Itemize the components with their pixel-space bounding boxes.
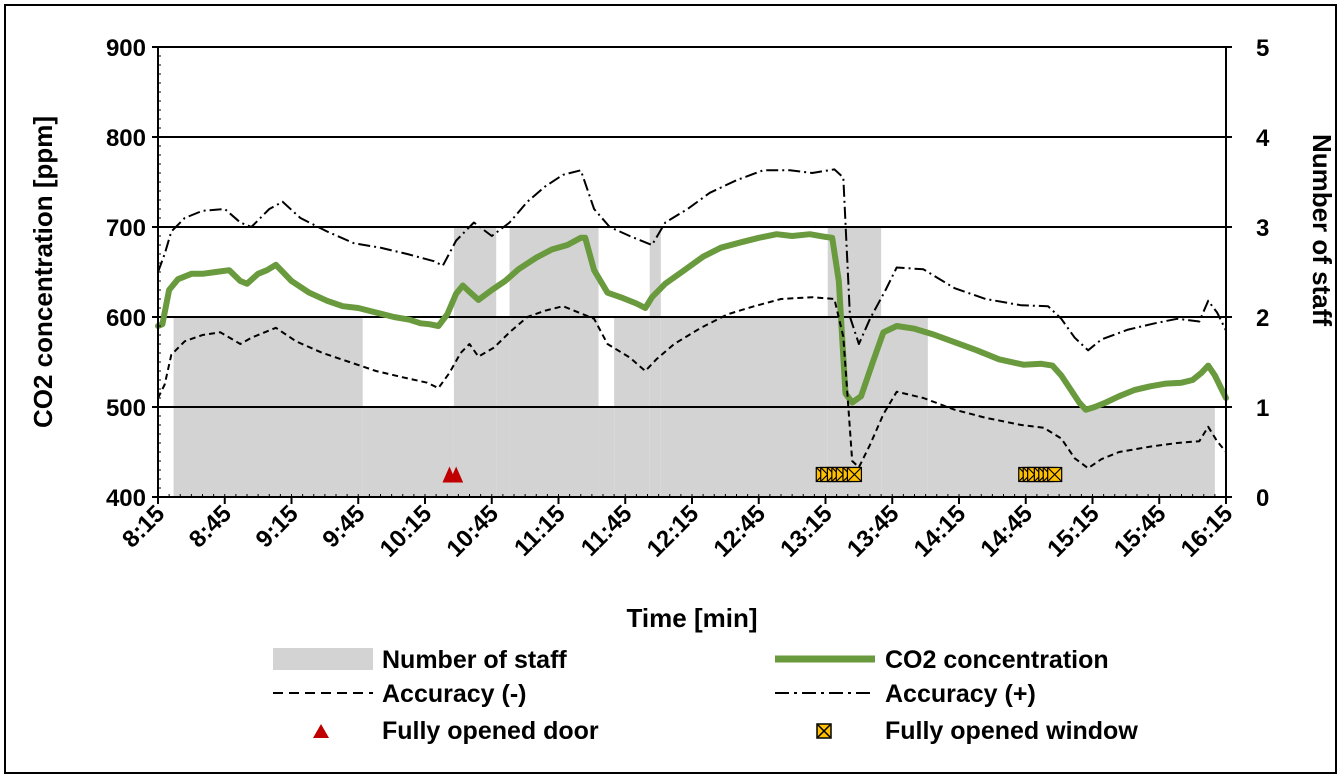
y-axis-left-title: CO2 concentration [ppm]: [28, 116, 58, 428]
x-tick-label: 10:15: [375, 500, 438, 563]
x-tick-label: 11:45: [576, 500, 638, 562]
x-tick-label: 9:15: [251, 500, 304, 553]
gridlines: [158, 136, 1226, 408]
x-tick-label: 13:15: [775, 500, 838, 563]
y-right-tick-label: 3: [1256, 215, 1269, 242]
accuracy-plus-line: [157, 168, 1227, 352]
x-tick-label: 8:45: [184, 500, 237, 553]
x-tick-label: 12:45: [708, 500, 771, 563]
staff-bar: [453, 227, 497, 497]
legend-label-door: Fully opened door: [382, 717, 599, 745]
y-left-tick-label: 500: [106, 395, 146, 422]
accuracy-minus-line: [157, 296, 1227, 470]
y-right-tick-label: 5: [1256, 35, 1269, 62]
x-tick-label: 15:15: [1042, 500, 1105, 563]
staff-area-layer: [173, 227, 1215, 497]
window-marker-cross: [1047, 467, 1063, 482]
staff-bar: [509, 227, 599, 497]
y-axis-right-title: Number of staff: [1307, 134, 1337, 326]
x-tick-label: 14:45: [975, 500, 1038, 563]
staff-bar: [362, 407, 454, 497]
window-marker: [1047, 466, 1063, 483]
y-right-tick-label: 2: [1256, 305, 1269, 332]
y-left-tick-label: 800: [106, 125, 146, 152]
x-tick-label: 10:45: [441, 500, 504, 563]
legend-label-co2: CO2 concentration: [885, 646, 1109, 674]
chart-frame: [4, 4, 1337, 774]
legend-swatch-window-icon: [816, 723, 832, 739]
y-left-tick-label: 900: [106, 35, 146, 62]
x-tick-label: 14:15: [909, 500, 972, 563]
y-right-tick-label: 1: [1256, 395, 1269, 422]
y-right-tick-label: 4: [1256, 125, 1270, 152]
co2-line: [155, 231, 1229, 413]
staff-bar: [598, 407, 615, 497]
x-tick-label: 11:15: [509, 500, 571, 562]
legend-label-window: Fully opened window: [885, 717, 1138, 745]
y-left-tick-label: 700: [106, 215, 146, 242]
legend: Number of staff CO2 concentration Accura…: [273, 646, 1138, 745]
x-tick-label: 15:45: [1109, 500, 1172, 563]
y-left-tick-label: 400: [106, 485, 146, 512]
legend-label-accuracy-plus: Accuracy (+): [885, 680, 1036, 708]
window-marker-cross: [847, 467, 862, 482]
y-left-tick-label: 600: [106, 305, 146, 332]
x-tick-label: 13:45: [842, 500, 905, 563]
y-right-tick-label: 0: [1256, 485, 1269, 512]
x-tick-label: 12:15: [642, 500, 705, 563]
legend-label-accuracy-minus: Accuracy (-): [382, 680, 527, 708]
window-marker: [846, 466, 863, 483]
staff-bar: [649, 227, 661, 497]
x-tick-label: 9:45: [317, 500, 370, 553]
legend-swatch-staff: [273, 648, 373, 670]
series-lines: [155, 168, 1229, 470]
event-markers: [442, 466, 1063, 483]
legend-swatch-door-triangle-icon: [313, 724, 329, 738]
x-tick-label: 16:15: [1176, 500, 1239, 563]
legend-label-staff: Number of staff: [382, 646, 567, 674]
x-axis-title: Time [min]: [627, 603, 758, 633]
door-marker: [449, 466, 464, 483]
